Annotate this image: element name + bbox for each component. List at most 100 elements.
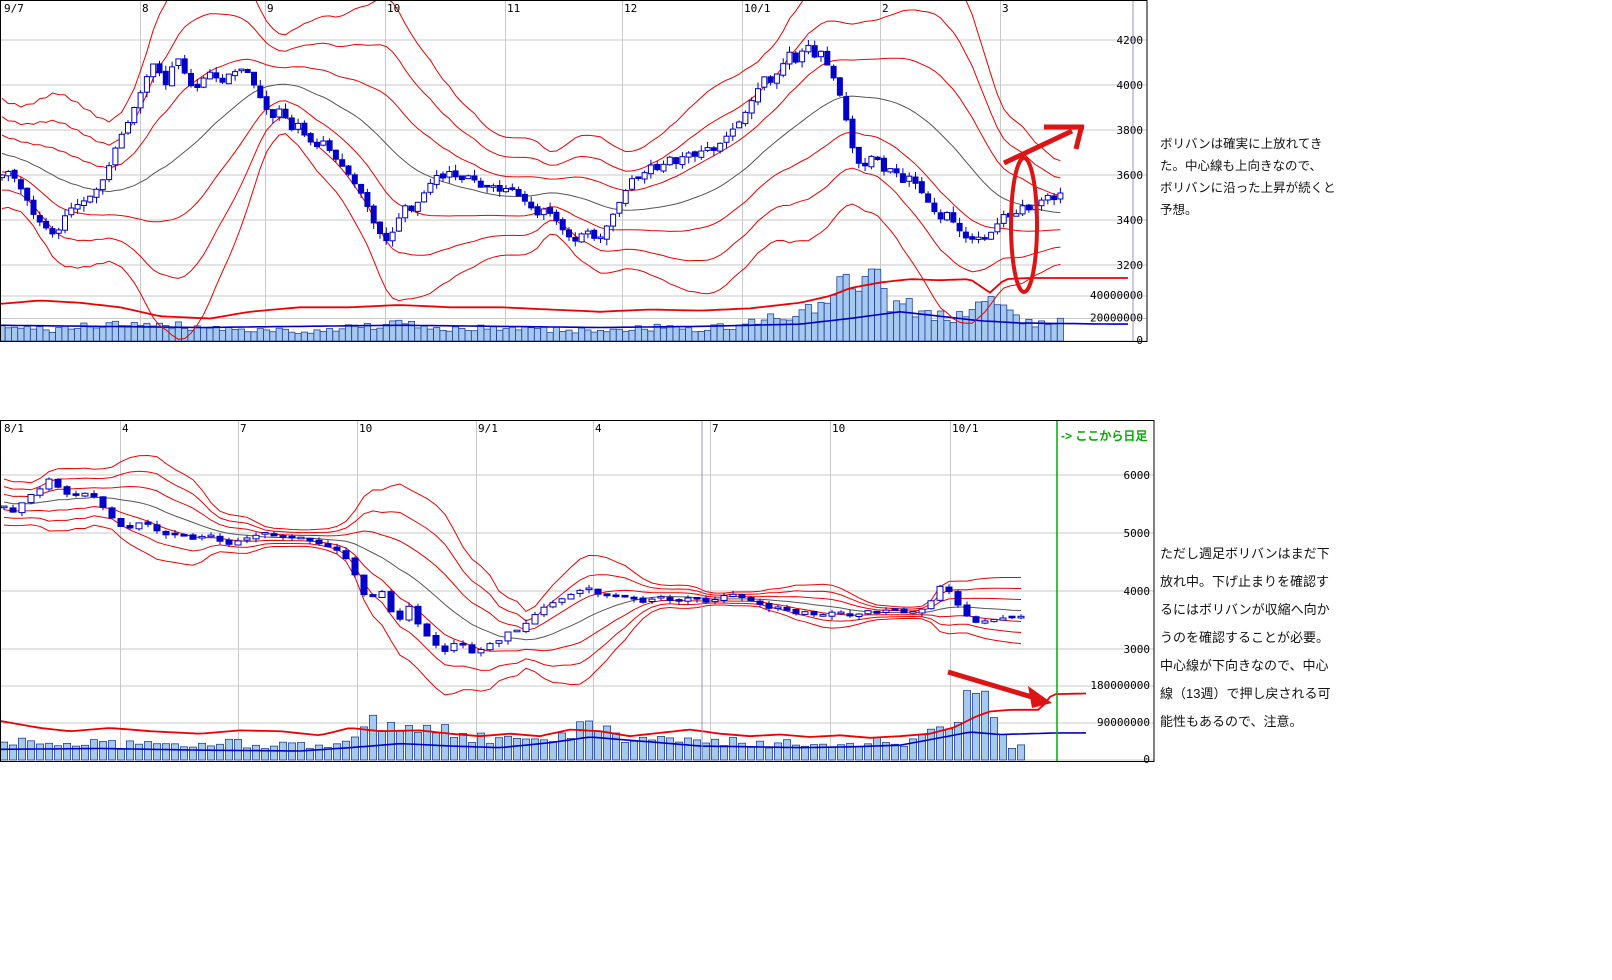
candle-up	[531, 614, 539, 625]
candle-up	[698, 150, 705, 158]
candle-down	[559, 219, 566, 231]
volume-bar	[99, 326, 107, 342]
candle-up	[450, 643, 458, 652]
volume-bar	[1000, 304, 1008, 342]
volume-tick-label: 20000000	[1090, 312, 1143, 325]
candle-up	[729, 593, 737, 597]
volume-bar	[54, 745, 63, 761]
candle-up	[486, 643, 494, 651]
volume-bar	[134, 743, 143, 761]
volume-bar	[440, 724, 449, 761]
volume-bar	[477, 324, 485, 342]
volume-bar	[773, 318, 781, 342]
volume-bar	[685, 327, 693, 342]
candle-up	[118, 133, 125, 149]
volume-bar	[522, 738, 531, 761]
volume-bar	[81, 744, 90, 761]
candle-down	[521, 193, 528, 202]
candle-down	[188, 73, 194, 87]
candle-up	[234, 540, 242, 546]
candle-up	[207, 534, 215, 538]
volume-bar	[540, 326, 548, 342]
candle-down	[918, 181, 925, 194]
upper-band-3sigma	[3, 454, 1022, 613]
candle-up	[717, 142, 724, 152]
volume-bar	[483, 328, 491, 342]
volume-bar	[786, 319, 794, 342]
volume-bar	[503, 735, 512, 761]
candle-up	[135, 522, 143, 530]
upper-band-1sigma	[3, 485, 1022, 631]
volume-bar	[981, 690, 990, 761]
volume-bar	[704, 329, 712, 342]
volume-bar	[999, 734, 1008, 761]
candle-up	[540, 606, 548, 616]
price-tick-label: 3400	[1117, 214, 1144, 227]
candle-down	[257, 85, 264, 99]
volume-bar	[439, 329, 447, 342]
volume-bar	[945, 728, 954, 761]
volume-bar	[305, 748, 314, 761]
volume-bar	[300, 331, 308, 342]
candle-up	[720, 595, 728, 601]
volume-bar	[108, 740, 117, 761]
volume-bar	[149, 325, 157, 342]
candle-up	[395, 217, 402, 232]
candle-up	[112, 147, 119, 166]
candle-down	[189, 534, 197, 540]
volume-bar	[200, 327, 208, 342]
volume-bar	[152, 743, 161, 761]
candle-down	[181, 58, 188, 74]
volume-tick-label: 0	[1143, 753, 1150, 766]
candle-up	[648, 598, 656, 602]
volume-bar	[242, 747, 251, 761]
candle-up	[74, 204, 81, 210]
candle-up	[27, 494, 35, 504]
volume-bar	[494, 737, 503, 761]
volume-bar	[407, 320, 415, 342]
candle-down	[63, 486, 71, 495]
candle-down	[54, 478, 62, 488]
volume-bar	[1006, 309, 1014, 342]
candle-up	[882, 609, 890, 613]
candle-up	[584, 230, 591, 235]
volume-bar	[943, 319, 951, 342]
candle-up	[944, 212, 950, 221]
candle-down	[912, 176, 919, 184]
volume-bar	[74, 328, 82, 342]
volume-bar	[225, 326, 233, 342]
candle-up	[1044, 194, 1051, 201]
candle-down	[387, 591, 395, 613]
candle-up	[723, 135, 730, 143]
volume-bar	[215, 743, 224, 761]
candle-up	[1, 505, 8, 509]
candle-down	[414, 605, 422, 625]
volume-bar	[426, 328, 434, 342]
volume-bar	[798, 309, 806, 342]
candle-down	[72, 493, 80, 496]
candle-down	[594, 588, 602, 595]
volume-bar	[558, 732, 567, 761]
volume-bar	[760, 319, 768, 342]
volume-bar	[452, 326, 460, 342]
candle-down	[756, 600, 764, 605]
volume-bar	[370, 328, 378, 342]
candle-down	[945, 586, 953, 593]
candle-down	[360, 574, 368, 595]
volume-ma-blue-line	[0, 731, 1086, 752]
candle-up	[169, 66, 176, 87]
candle-up	[975, 236, 982, 240]
volume-bar	[684, 737, 693, 761]
volume-bar	[251, 744, 260, 761]
volume-bar	[628, 329, 636, 342]
volume-bar	[206, 745, 215, 761]
volume-bar	[675, 741, 684, 761]
candle-up	[137, 92, 144, 109]
up-arrow-shaft	[1002, 128, 1074, 166]
volume-bar	[72, 745, 81, 761]
candle-up	[106, 165, 113, 181]
volume-bar	[693, 739, 702, 761]
candle-down	[893, 168, 900, 174]
candle-up	[80, 200, 87, 206]
candle-down	[881, 157, 887, 172]
